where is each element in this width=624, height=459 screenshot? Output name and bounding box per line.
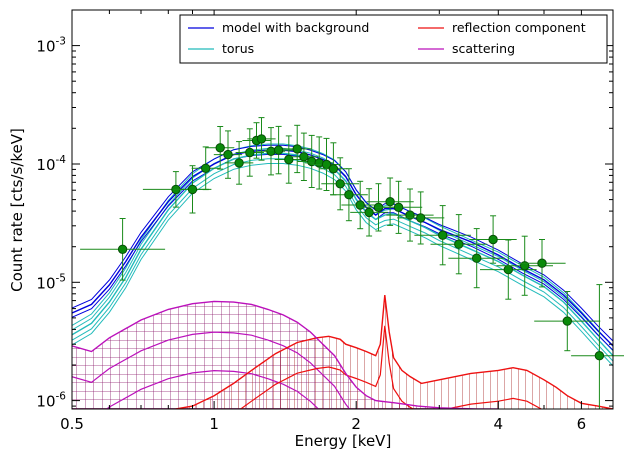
reflection-envelope-line-0 [239, 325, 543, 409]
data-point [225, 141, 254, 185]
x-tick-label: 1 [209, 415, 219, 433]
data-point-marker [594, 351, 605, 361]
data-point-marker [385, 197, 395, 207]
data-point-marker [292, 144, 302, 154]
y-tick-label: 10-5 [36, 272, 66, 292]
data-point [283, 124, 312, 174]
data-point [534, 291, 601, 352]
legend-label-model: model with background [222, 20, 369, 35]
data-point-marker [284, 154, 294, 165]
data-point-marker [273, 145, 284, 155]
scattering-envelope-line-1 [72, 331, 351, 409]
data-point-marker [537, 258, 547, 268]
reflection-component-line [175, 295, 613, 409]
legend: model with background torus reflection c… [179, 14, 608, 64]
data-point [289, 132, 319, 181]
data-point [386, 188, 434, 242]
data-point [397, 191, 445, 245]
data-point [350, 188, 388, 237]
data-point-marker [266, 146, 276, 157]
data-point [191, 146, 220, 191]
x-tick-label: 6 [577, 415, 587, 433]
data-point [518, 239, 566, 288]
data-point-marker [335, 179, 345, 189]
band-layer [72, 295, 613, 409]
y-tick-label: 10-3 [36, 36, 66, 56]
data-point-marker [187, 184, 198, 195]
data-point-marker [328, 164, 339, 174]
data-point-marker [472, 253, 482, 263]
data-point-marker [393, 202, 404, 213]
x-axis-label: Energy [keV] [295, 432, 392, 450]
data-point-marker [245, 147, 255, 158]
x-tick-label: 0.5 [60, 415, 84, 433]
data-point-marker [117, 244, 128, 255]
data-point [80, 218, 166, 281]
data-point [274, 135, 303, 184]
data-point-marker [503, 264, 513, 275]
data-point-marker [562, 316, 572, 326]
data-point-marker [234, 158, 244, 168]
data-point [375, 180, 423, 234]
legend-label-scattering: scattering [452, 41, 515, 56]
data-point-marker [344, 190, 354, 200]
data-point [366, 177, 414, 226]
points-layer [80, 117, 624, 410]
torus-envelope-line-0 [72, 163, 613, 367]
data-point [247, 117, 276, 161]
data-point-marker [355, 200, 365, 210]
data-point-marker [201, 163, 211, 174]
data-point [213, 130, 243, 179]
data-point-marker [215, 143, 225, 153]
data-point [319, 142, 348, 196]
data-point-marker [364, 207, 374, 218]
legend-label-reflection: reflection component [452, 20, 586, 35]
ticks-layer: 0.5 1 2 4 6 10-6 10-5 10-4 10-3 [36, 9, 614, 433]
data-point-marker [405, 210, 415, 220]
data-point [330, 168, 368, 222]
data-point-marker [299, 152, 309, 162]
data-point [414, 205, 471, 266]
scattering-line [72, 300, 499, 409]
legend-box [179, 14, 608, 64]
y-tick-label: 10-4 [36, 154, 66, 174]
legend-label-torus: torus [222, 41, 254, 56]
data-point-marker [438, 230, 448, 240]
scattering-envelope-line-0 [105, 369, 320, 409]
data-point [235, 128, 264, 177]
data-point-marker [416, 213, 426, 223]
data-point [321, 157, 360, 211]
y-tick-label: 10-6 [36, 391, 66, 411]
x-tick-label: 4 [494, 415, 504, 433]
data-point [206, 126, 235, 170]
reflection-uncertainty-band [175, 295, 613, 409]
data-point [448, 228, 505, 289]
plot-frame [71, 9, 614, 410]
data-point-marker [454, 239, 464, 249]
data-point [430, 214, 488, 275]
data-point-marker [488, 234, 498, 245]
data-point-marker [256, 134, 267, 144]
x-tick-label: 2 [351, 415, 361, 433]
data-point-marker [223, 149, 233, 160]
y-axis-label: Count rate [cts/s/keV] [8, 128, 26, 292]
data-point [264, 125, 293, 175]
